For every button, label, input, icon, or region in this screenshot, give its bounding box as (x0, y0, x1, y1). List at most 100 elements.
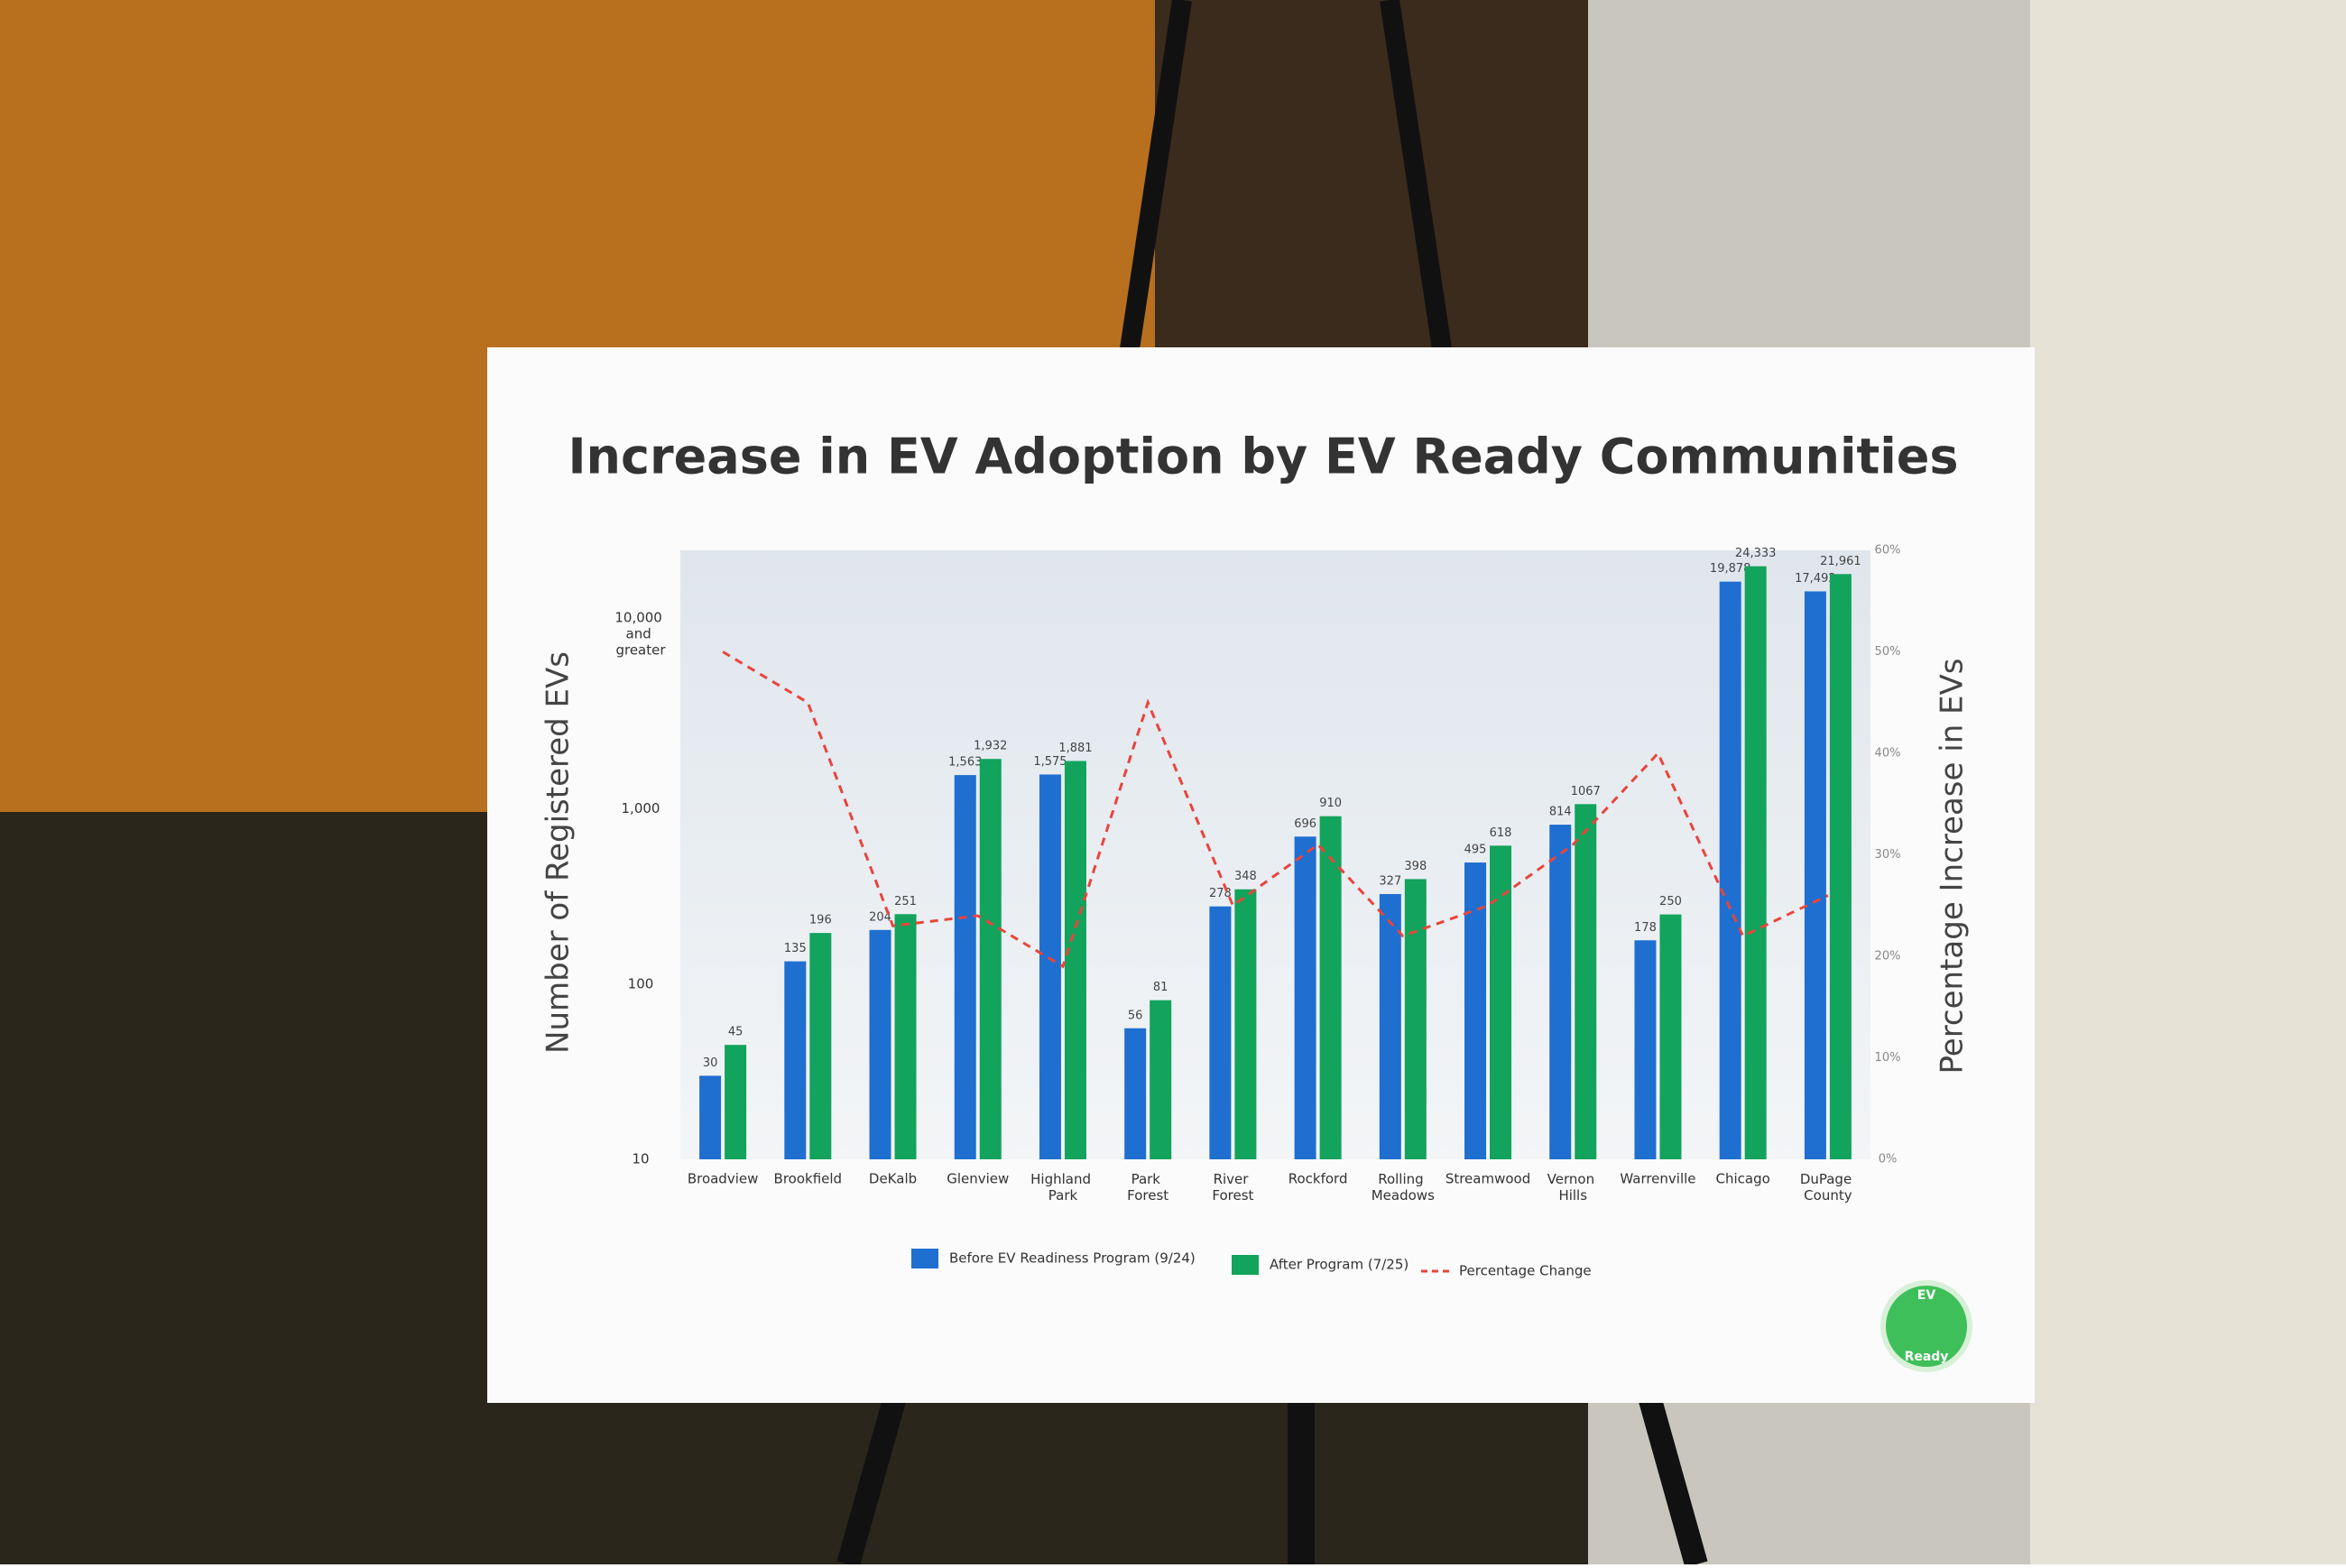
x-tick-label: Streamwood (1445, 1171, 1530, 1187)
bar (1234, 889, 1257, 1159)
bar (1124, 1028, 1147, 1159)
value-label: 398 (1404, 860, 1427, 873)
bar (1659, 914, 1682, 1159)
y-tick-label: 100 (628, 975, 654, 992)
y-tick-label: 10,000 and greater (614, 609, 666, 658)
x-tick-label: Chicago (1716, 1171, 1770, 1187)
legend-label: Percentage Change (1459, 1263, 1592, 1279)
bar (1549, 825, 1572, 1159)
bar (1744, 566, 1767, 1159)
bar (1575, 804, 1597, 1159)
y2-tick-label: 10% (1875, 1051, 1901, 1065)
bar (1294, 836, 1316, 1159)
legend-swatch (1232, 1255, 1259, 1275)
x-tick-label: River Forest (1212, 1171, 1253, 1204)
logo-text: EV (1917, 1288, 1936, 1303)
bar (1490, 845, 1512, 1159)
value-label: 618 (1490, 826, 1512, 840)
value-label: 19,878 (1710, 562, 1751, 576)
value-label: 250 (1659, 895, 1682, 909)
bar (699, 1075, 722, 1159)
bar (1209, 906, 1232, 1159)
pillar (2030, 0, 2346, 1564)
easel-leg (1630, 1368, 1708, 1568)
bar (1064, 761, 1086, 1159)
easel-leg (1380, 0, 1454, 363)
value-label: 327 (1379, 874, 1401, 888)
bar (1039, 774, 1061, 1159)
x-tick-label: Vernon Hills (1547, 1171, 1599, 1204)
value-label: 278 (1209, 887, 1232, 900)
x-tick-label: DeKalb (869, 1171, 917, 1187)
y2-axis-label: Percentage Increase in EVs (1935, 658, 1971, 1074)
logo (1880, 1280, 1972, 1372)
bar (784, 961, 807, 1159)
bar (1404, 879, 1427, 1159)
bar (1804, 591, 1826, 1159)
value-label: 196 (809, 914, 832, 927)
value-label: 21,961 (1820, 555, 1861, 568)
value-label: 30 (703, 1056, 718, 1070)
value-label: 1067 (1571, 785, 1601, 798)
value-label: 251 (894, 895, 917, 909)
x-tick-label: Warrenville (1620, 1171, 1695, 1187)
bar (1634, 940, 1657, 1159)
legend-label: After Program (7/25) (1270, 1257, 1409, 1273)
easel-leg (836, 1368, 914, 1568)
line (722, 650, 1829, 969)
y2-tick-label: 20% (1875, 950, 1901, 964)
bar (954, 775, 976, 1159)
y-axis-label: Number of Registered EVs (540, 651, 577, 1054)
value-label: 178 (1634, 921, 1657, 935)
value-label: 910 (1319, 797, 1342, 810)
value-label: 81 (1153, 981, 1168, 994)
x-tick-label: DuPage County (1800, 1171, 1856, 1204)
bar (725, 1045, 747, 1159)
x-tick-label: Highland Park (1030, 1171, 1095, 1204)
easel-leg (1118, 0, 1192, 363)
bar (894, 914, 917, 1159)
y2-tick-label: 50% (1875, 645, 1901, 659)
value-label: 696 (1294, 817, 1316, 831)
x-tick-label: Brookfield (774, 1171, 843, 1187)
x-tick-label: Broadview (688, 1171, 759, 1187)
value-label: 1,563 (948, 756, 982, 770)
value-label: 17,492 (1795, 572, 1836, 586)
y2-tick-label: 40% (1875, 747, 1901, 761)
y2-tick-label: 60% (1875, 544, 1901, 558)
bar (1829, 574, 1852, 1159)
bar (1379, 893, 1401, 1159)
value-label: 1,575 (1033, 755, 1067, 769)
bar (979, 759, 1002, 1159)
legend-swatch (911, 1249, 938, 1268)
y-tick-label: 10 (632, 1151, 649, 1167)
x-tick-label: Glenview (947, 1171, 1009, 1187)
x-tick-label: Rockford (1288, 1171, 1348, 1187)
value-label: 135 (784, 942, 807, 955)
value-label: 45 (728, 1026, 744, 1039)
bar (1150, 1000, 1172, 1159)
y-tick-label: 1,000 (622, 800, 660, 816)
value-label: 1,932 (974, 740, 1007, 753)
chart-title: Increase in EV Adoption by EV Ready Comm… (568, 429, 1958, 485)
x-tick-label: Rolling Meadows (1372, 1171, 1435, 1204)
value-label: 56 (1128, 1009, 1143, 1022)
value-label: 348 (1234, 870, 1257, 883)
bar (809, 933, 832, 1159)
x-tick-label: Park Forest (1127, 1171, 1168, 1204)
value-label: 1,881 (1058, 742, 1092, 755)
plot-area (680, 550, 1870, 1159)
logo-text: Ready (1905, 1350, 1949, 1364)
value-label: 814 (1549, 806, 1572, 819)
bar (1719, 581, 1741, 1159)
y2-tick-label: 30% (1875, 848, 1901, 862)
value-label: 24,333 (1735, 547, 1777, 560)
value-label: 495 (1464, 844, 1487, 857)
y2-tick-label: 0% (1879, 1153, 1898, 1167)
bar (1319, 816, 1342, 1159)
value-label: 204 (869, 910, 891, 924)
bar (869, 929, 891, 1159)
legend-label: Before EV Readiness Program (9/24) (949, 1250, 1196, 1267)
